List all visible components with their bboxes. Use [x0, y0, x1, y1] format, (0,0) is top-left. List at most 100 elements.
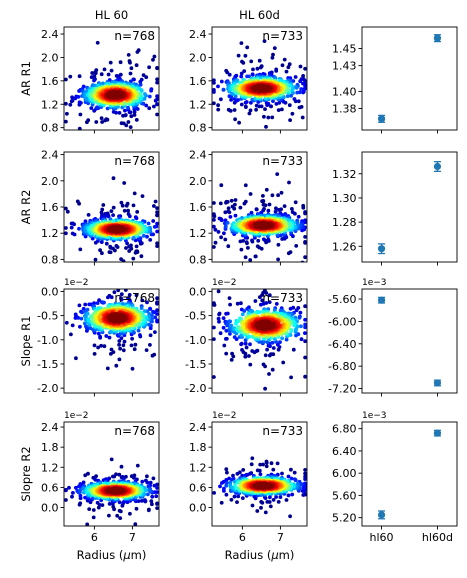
- scatter-point: [264, 124, 268, 129]
- scatter-point: [74, 485, 78, 490]
- scatter-point: [248, 192, 253, 196]
- scatter-point: [247, 354, 251, 358]
- scatter-point: [129, 114, 134, 119]
- scatter-point: [143, 92, 147, 96]
- scatter-point: [132, 99, 136, 104]
- scatter-point: [155, 296, 159, 301]
- scatter-point: [117, 339, 122, 343]
- scatter-point: [144, 75, 149, 80]
- scatter-point: [235, 301, 240, 306]
- scatter-point: [130, 366, 135, 371]
- scatter-point: [250, 97, 255, 102]
- sample-count-label: n=733: [262, 154, 303, 168]
- scatter-point: [263, 386, 267, 391]
- scatter-point: [88, 292, 92, 296]
- plot-area: [377, 161, 442, 255]
- scatter-point: [88, 280, 92, 284]
- scatter-point: [150, 494, 155, 499]
- scatter-point: [146, 492, 150, 497]
- scatter-point: [131, 235, 136, 240]
- y-tick-label: 0.8: [41, 253, 59, 266]
- scatter-point: [114, 244, 119, 248]
- scatter-point: [243, 341, 248, 346]
- scatter-point: [139, 306, 144, 310]
- scatter-point: [119, 336, 124, 341]
- scatter-point: [286, 65, 291, 70]
- scatter-point: [89, 106, 94, 110]
- y-tick-label: 1.43: [332, 60, 357, 73]
- scatter-point: [263, 107, 267, 111]
- scatter-point: [90, 278, 94, 282]
- scatter-point: [119, 121, 124, 126]
- scatter-point: [101, 81, 105, 86]
- scatter-point: [102, 344, 107, 349]
- y-tick-label: -6.80: [328, 360, 356, 373]
- scatter-point: [235, 79, 239, 84]
- y-tick-label: -7.20: [328, 383, 356, 396]
- scatter-point: [77, 126, 82, 130]
- scatter-point: [117, 111, 122, 115]
- scatter-point: [64, 119, 68, 124]
- scatter-point: [103, 214, 108, 218]
- y-tick-label: -1.0: [185, 334, 206, 347]
- scatter-point: [266, 237, 271, 242]
- scatter-point: [119, 280, 123, 284]
- scatter-point: [98, 266, 102, 270]
- scatter-point: [212, 303, 217, 307]
- scatter-point: [253, 254, 258, 259]
- scatter-point: [152, 352, 157, 357]
- scatter-point: [274, 69, 279, 73]
- scatter-point: [282, 57, 287, 62]
- scatter-point: [124, 203, 129, 208]
- scatter-point: [303, 235, 307, 239]
- scatter-point: [128, 71, 133, 76]
- sample-count-label: n=768: [114, 154, 155, 168]
- y-tick-label: 1.6: [189, 201, 207, 214]
- scatter-point: [232, 108, 237, 112]
- scatter-point: [155, 221, 159, 226]
- scatter-point: [109, 347, 114, 352]
- scatter-point: [239, 74, 244, 79]
- scatter-point: [244, 100, 249, 104]
- scatter-point: [259, 86, 263, 91]
- scatter-point: [132, 347, 137, 352]
- scatter-point: [118, 516, 123, 520]
- scatter-point: [115, 227, 120, 232]
- scatter-point: [108, 60, 113, 65]
- scatter-point: [278, 308, 283, 313]
- scatter-point: [270, 340, 275, 345]
- scatter-point: [243, 53, 248, 58]
- scatter-point: [155, 66, 159, 71]
- scatter-point: [243, 183, 248, 188]
- scatter-point: [155, 241, 159, 246]
- y-tick-label: 1.45: [332, 42, 357, 55]
- scatter-point: [129, 243, 133, 248]
- column-title: HL 60: [95, 8, 128, 22]
- scatter-point: [122, 134, 126, 138]
- scatter-point: [108, 244, 113, 249]
- scatter-point: [93, 477, 98, 482]
- scatter-point: [148, 238, 153, 242]
- scatter-point: [151, 219, 156, 223]
- scatter-point: [70, 494, 74, 499]
- scatter-point: [147, 65, 152, 70]
- scatter-point: [106, 72, 111, 77]
- scatter-point: [79, 101, 83, 105]
- scatter-point: [114, 363, 119, 368]
- scatter-point: [109, 457, 114, 462]
- scatter-point: [120, 203, 125, 208]
- scatter-point: [104, 117, 109, 121]
- sample-count-label: n=733: [262, 29, 303, 43]
- scatter-point: [239, 71, 244, 76]
- scatter-point: [134, 216, 139, 221]
- scatter-point: [216, 103, 221, 108]
- scatter-point: [263, 203, 268, 208]
- scatter-point: [233, 117, 238, 122]
- scatter-point: [107, 250, 112, 255]
- scatter-point: [155, 486, 159, 490]
- scatter-point: [247, 74, 251, 79]
- y-tick-label: -1.5: [37, 358, 58, 371]
- scatter-point: [289, 375, 293, 380]
- scatter-point: [128, 60, 132, 65]
- scatter-point: [244, 345, 249, 350]
